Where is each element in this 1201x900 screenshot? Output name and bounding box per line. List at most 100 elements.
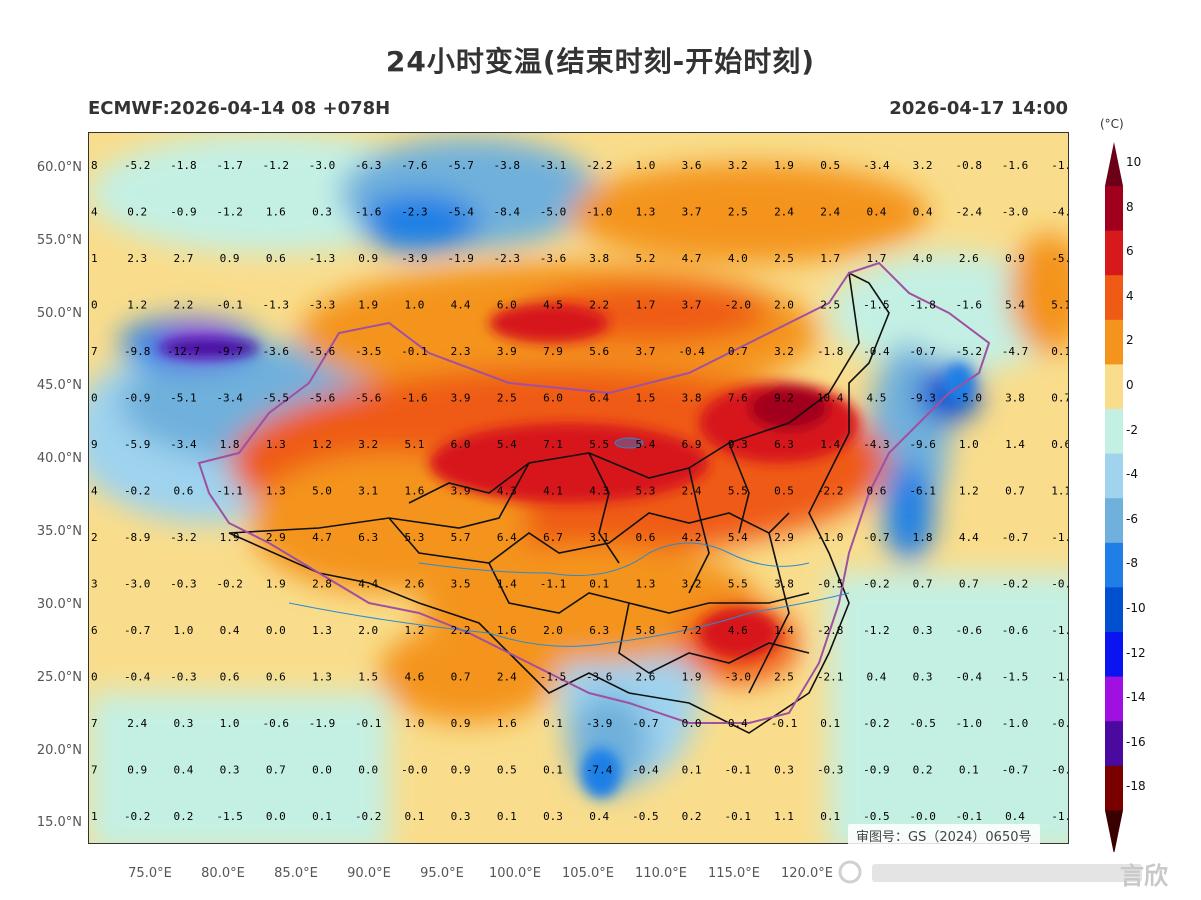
grid-value: -0.1 <box>725 764 752 777</box>
grid-value: 0.2 <box>682 810 702 823</box>
grid-value: 4.0 <box>728 252 748 265</box>
grid-value: 2.4 <box>127 717 147 730</box>
grid-value: 0.4 <box>866 671 886 684</box>
grid-value: 3.2 <box>728 159 748 172</box>
grid-value: -1.0 <box>1002 717 1029 730</box>
grid-value: 3.7 <box>635 345 655 358</box>
grid-value: -1.2 <box>863 624 890 637</box>
grid-value: -0.4 <box>124 671 151 684</box>
grid-value: 0.6 <box>1051 438 1069 451</box>
grid-value: 0.0 <box>312 764 332 777</box>
lat-label: 60.0°N <box>36 160 82 175</box>
grid-value: 1.2 <box>959 485 979 498</box>
colorbar-segment <box>1105 319 1123 365</box>
grid-value: 1.3 <box>312 624 332 637</box>
colorbar-label: -14 <box>1126 690 1146 705</box>
grid-value: -1.8 <box>170 159 197 172</box>
grid-value: -7.6 <box>401 159 428 172</box>
grid-value: -1.5 <box>1002 671 1029 684</box>
grid-value: -6.3 <box>355 159 382 172</box>
colorbar-label: -6 <box>1126 511 1138 526</box>
colorbar-label: -12 <box>1126 645 1146 660</box>
grid-value: -9.7 <box>216 345 243 358</box>
grid-value: 0.3 <box>451 810 471 823</box>
grid-value: 1.1 <box>1051 485 1069 498</box>
grid-value: -2.3 <box>494 252 521 265</box>
grid-value: 0.0 <box>358 764 378 777</box>
lat-label: 20.0°N <box>36 743 82 758</box>
grid-value: 1.7 <box>820 252 840 265</box>
grid-value: 4 <box>91 485 98 498</box>
grid-value: 2.6 <box>635 671 655 684</box>
grid-value: 5.4 <box>728 531 748 544</box>
grid-value: 0.2 <box>127 206 147 219</box>
lat-label: 40.0°N <box>36 451 82 466</box>
grid-value: -0.6 <box>263 717 290 730</box>
grid-value: -5.4 <box>447 206 474 219</box>
grid-value: 2.9 <box>266 531 286 544</box>
grid-value: 0.3 <box>543 810 563 823</box>
grid-value: 1.0 <box>173 624 193 637</box>
grid-value: 2.5 <box>497 392 517 405</box>
grid-value: 0.1 <box>543 764 563 777</box>
grid-value: 4 <box>91 206 98 219</box>
grid-value: -1.6 <box>355 206 382 219</box>
grid-value: 8 <box>91 159 98 172</box>
grid-value: 7.6 <box>728 392 748 405</box>
grid-value: 1.3 <box>635 578 655 591</box>
lat-label: 50.0°N <box>36 306 82 321</box>
grid-value: -7.4 <box>586 764 613 777</box>
grid-value: -3.9 <box>586 717 613 730</box>
grid-value: 2 <box>91 531 98 544</box>
grid-value: 0.0 <box>266 624 286 637</box>
grid-value: 3.8 <box>682 392 702 405</box>
grid-value: 0.5 <box>820 159 840 172</box>
grid-value: 1.3 <box>635 206 655 219</box>
grid-value: 5.1 <box>404 438 424 451</box>
grid-value: 0.2 <box>913 764 933 777</box>
grid-value: 5.4 <box>1005 299 1025 312</box>
grid-value: 0.6 <box>635 531 655 544</box>
grid-value: 0.9 <box>358 252 378 265</box>
grid-value: -0.2 <box>863 578 890 591</box>
grid-value: 5.3 <box>635 485 655 498</box>
grid-value: 0.3 <box>220 764 240 777</box>
grid-value: -1.6 <box>401 392 428 405</box>
grid-value: -3.8 <box>494 159 521 172</box>
grid-value: -12.7 <box>167 345 200 358</box>
grid-value: -5.9 <box>124 438 151 451</box>
grid-value: 7 <box>91 345 98 358</box>
grid-value: -1.3 <box>263 299 290 312</box>
colorbar-segment <box>1105 542 1123 588</box>
grid-value: -1.9 <box>447 252 474 265</box>
grid-value: -3.5 <box>355 345 382 358</box>
grid-value: 4.4 <box>959 531 979 544</box>
lat-label: 30.0°N <box>36 597 82 612</box>
grid-value: -1.6 <box>1002 159 1029 172</box>
grid-value: 3.7 <box>682 299 702 312</box>
grid-value: -9.3 <box>909 392 936 405</box>
grid-value: -0.5 <box>909 717 936 730</box>
grid-value: 0 <box>91 299 98 312</box>
grid-value: -3.6 <box>586 671 613 684</box>
grid-value: -1. <box>1051 810 1069 823</box>
grid-value: 1.9 <box>220 531 240 544</box>
grid-value: 1.2 <box>312 438 332 451</box>
grid-value: 0.4 <box>1005 810 1025 823</box>
grid-value: 0.5 <box>774 485 794 498</box>
grid-value: -5.2 <box>956 345 983 358</box>
grid-value: 6.3 <box>358 531 378 544</box>
grid-value: 5.5 <box>589 438 609 451</box>
grid-value: 1.3 <box>266 485 286 498</box>
grid-value: -5.0 <box>956 392 983 405</box>
rivers <box>288 437 850 647</box>
grid-value: -8.4 <box>494 206 521 219</box>
grid-value: 4.4 <box>358 578 378 591</box>
grid-value: 2.3 <box>127 252 147 265</box>
grid-value: 5.2 <box>635 252 655 265</box>
grid-value: 2.5 <box>774 671 794 684</box>
grid-value: 0 <box>91 671 98 684</box>
lon-label: 75.0°E <box>128 866 172 881</box>
colorbar-segment <box>1105 186 1123 232</box>
grid-value: -1.3 <box>309 252 336 265</box>
